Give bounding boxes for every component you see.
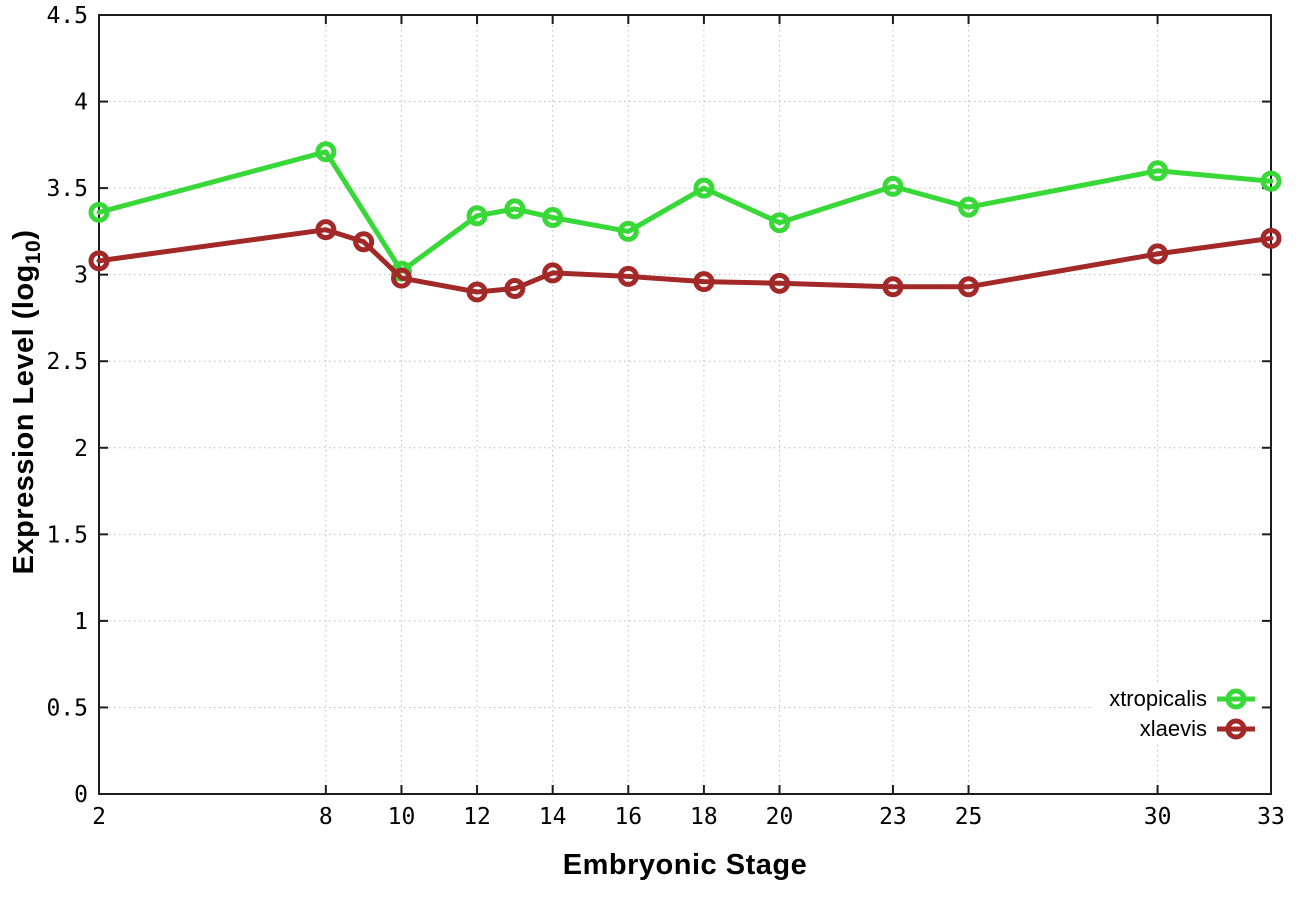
y-axis-title-close-paren: )	[8, 229, 40, 240]
legend-sample-xtropicalis	[1217, 688, 1255, 710]
y-tick-label: 0	[74, 782, 88, 808]
x-tick-label: 18	[690, 804, 718, 830]
plot-border	[98, 14, 1272, 795]
x-tick-label: 25	[955, 804, 983, 830]
data-point-xlaevis-33	[1260, 227, 1282, 249]
data-point-xtropicalis-25	[958, 196, 980, 218]
y-tick-label: 1	[74, 609, 88, 635]
legend-label-xlaevis: xlaevis	[1139, 716, 1207, 741]
legend-item-xlaevis: xlaevis	[1109, 716, 1256, 742]
x-tick-label: 2	[92, 804, 106, 830]
series-line-xtropicalis	[96, 149, 1274, 274]
y-tick-label: 0.5	[46, 695, 88, 721]
y-tick-label: 4.5	[46, 3, 88, 29]
x-axis-title: Embryonic Stage	[562, 849, 808, 881]
data-point-xtropicalis-20	[769, 212, 791, 234]
y-axis-title: Expression Level (log10)	[8, 230, 46, 575]
data-point-xtropicalis-8	[315, 141, 337, 163]
legend-marker-xtropicalis-icon	[1216, 687, 1256, 711]
x-tick-label: 8	[319, 804, 333, 830]
data-point-xlaevis-10	[390, 267, 412, 289]
data-point-xtropicalis-14	[542, 207, 564, 229]
x-tick-label: 12	[463, 804, 491, 830]
x-tick-label: 14	[539, 804, 567, 830]
x-tick-label: 10	[388, 804, 416, 830]
data-point-xlaevis-18	[693, 271, 715, 293]
y-tick-label: 3	[74, 263, 88, 289]
series-line-xlaevis	[96, 227, 1274, 295]
data-point-xlaevis-30	[1147, 243, 1169, 265]
data-point-xtropicalis-12	[466, 205, 488, 227]
legend: xtropicalis xlaevis	[1091, 684, 1260, 744]
data-point-xlaevis-9	[353, 231, 375, 253]
data-point-xtropicalis-33	[1260, 170, 1282, 192]
y-tick-label: 2	[74, 436, 88, 462]
data-point-xlaevis-23	[882, 276, 904, 298]
y-tick-label: 4	[74, 90, 88, 116]
x-tick-label: 16	[614, 804, 642, 830]
data-point-xtropicalis-2	[88, 201, 110, 223]
data-point-xlaevis-12	[466, 281, 488, 303]
y-axis-title-subscript: 10	[22, 239, 45, 265]
y-tick-label: 3.5	[46, 176, 88, 202]
data-point-xlaevis-2	[88, 250, 110, 272]
legend-sample-xlaevis	[1217, 718, 1255, 740]
data-point-xlaevis-13	[504, 278, 526, 300]
data-point-xlaevis-8	[315, 219, 337, 241]
legend-label-xtropicalis: xtropicalis	[1109, 686, 1207, 711]
y-axis-title-main: Expression Level (log	[8, 264, 40, 575]
data-point-xlaevis-20	[769, 272, 791, 294]
data-point-xtropicalis-18	[693, 177, 715, 199]
data-point-xlaevis-16	[617, 265, 639, 287]
x-tick-label: 30	[1144, 804, 1172, 830]
x-tick-label: 23	[879, 804, 907, 830]
y-tick-label: 2.5	[46, 349, 88, 375]
data-point-xtropicalis-16	[617, 220, 639, 242]
data-point-xlaevis-25	[958, 276, 980, 298]
data-point-xtropicalis-30	[1147, 160, 1169, 182]
data-point-xlaevis-14	[542, 262, 564, 284]
data-point-xtropicalis-23	[882, 175, 904, 197]
y-tick-label: 1.5	[46, 522, 88, 548]
legend-marker-xlaevis-icon	[1216, 717, 1256, 741]
x-tick-label: 33	[1257, 804, 1285, 830]
data-point-xtropicalis-13	[504, 198, 526, 220]
x-tick-label: 20	[766, 804, 794, 830]
legend-item-xtropicalis: xtropicalis	[1109, 686, 1256, 712]
